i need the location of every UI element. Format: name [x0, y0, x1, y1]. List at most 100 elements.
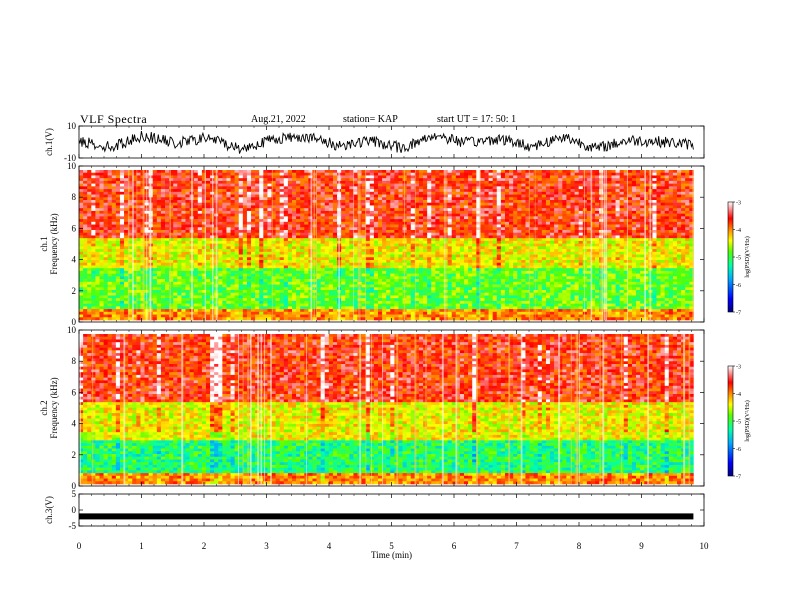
heatmap-cell	[439, 227, 443, 230]
heatmap-cell	[620, 249, 624, 252]
heatmap-cell	[489, 219, 493, 222]
heatmap-cell	[509, 170, 513, 173]
heatmap-cell	[374, 192, 378, 195]
heatmap-cell	[628, 214, 632, 217]
heatmap-cell	[185, 197, 189, 200]
heatmap-cell	[124, 170, 128, 173]
heatmap-cell	[640, 227, 644, 230]
heatmap-cell	[218, 255, 222, 258]
heatmap-cell	[276, 225, 280, 228]
heatmap-cell	[239, 173, 243, 176]
heatmap-cell	[673, 214, 677, 217]
heatmap-cell	[480, 244, 484, 247]
heatmap-cell	[255, 170, 259, 173]
heatmap-cell	[435, 241, 439, 244]
heatmap-cell	[165, 205, 169, 208]
heatmap-cell	[575, 178, 579, 181]
heatmap-cell	[374, 173, 378, 176]
heatmap-cell	[247, 197, 251, 200]
heatmap-cell	[378, 200, 382, 203]
heatmap-cell	[579, 225, 583, 228]
heatmap-cell	[538, 241, 542, 244]
heatmap-cell	[104, 222, 108, 225]
heatmap-cell	[370, 238, 374, 241]
heatmap-cell	[349, 249, 353, 252]
heatmap-cell	[435, 233, 439, 236]
heatmap-cell	[194, 214, 198, 217]
heatmap-cell	[661, 208, 665, 211]
heatmap-cell	[484, 238, 488, 241]
heatmap-cell	[628, 227, 632, 230]
heatmap-cell	[390, 233, 394, 236]
heatmap-cell	[83, 205, 87, 208]
heatmap-cell	[484, 192, 488, 195]
heatmap-cell	[562, 255, 566, 258]
heatmap-cell	[534, 178, 538, 181]
heatmap-cell	[108, 227, 112, 230]
heatmap-cell	[116, 233, 120, 236]
heatmap-cell	[431, 235, 435, 238]
heatmap-cell	[448, 238, 452, 241]
heatmap-cell	[157, 211, 161, 214]
heatmap-cell	[198, 241, 202, 244]
heatmap-cell	[489, 249, 493, 252]
heatmap-cell	[677, 195, 681, 198]
heatmap-cell	[124, 227, 128, 230]
heatmap-cell	[79, 175, 83, 178]
heatmap-cell	[317, 216, 321, 219]
heatmap-cell	[419, 186, 423, 189]
heatmap-cell	[284, 257, 288, 260]
heatmap-cell	[218, 211, 222, 214]
heatmap-cell	[370, 195, 374, 198]
heatmap-cell	[239, 211, 243, 214]
heatmap-cell	[317, 170, 321, 173]
heatmap-cell	[288, 222, 292, 225]
heatmap-cell	[546, 208, 550, 211]
heatmap-cell	[575, 255, 579, 258]
heatmap-cell	[398, 208, 402, 211]
heatmap-cell	[616, 205, 620, 208]
heatmap-cell	[542, 197, 546, 200]
heatmap-cell	[652, 211, 656, 214]
heatmap-cell	[575, 238, 579, 241]
heatmap-cell	[370, 200, 374, 203]
heatmap-cell	[472, 189, 476, 192]
heatmap-cell	[517, 230, 521, 233]
heatmap-cell	[468, 203, 472, 206]
heatmap-cell	[652, 235, 656, 238]
heatmap-cell	[345, 208, 349, 211]
heatmap-cell	[509, 233, 513, 236]
heatmap-cell	[398, 170, 402, 173]
heatmap-cell	[95, 225, 99, 228]
heatmap-cell	[104, 235, 108, 238]
heatmap-cell	[304, 175, 308, 178]
heatmap-cell	[611, 249, 615, 252]
heatmap-cell	[239, 189, 243, 192]
heatmap-cell	[173, 249, 177, 252]
heatmap-cell	[317, 238, 321, 241]
heatmap-cell	[530, 255, 534, 258]
heatmap-cell	[99, 227, 103, 230]
heatmap-cell	[407, 211, 411, 214]
heatmap-cell	[345, 203, 349, 206]
heatmap-cell	[452, 241, 456, 244]
heatmap-cell	[91, 252, 95, 255]
heatmap-cell	[157, 238, 161, 241]
heatmap-cell	[611, 195, 615, 198]
heatmap-cell	[427, 184, 431, 187]
heatmap-cell	[509, 252, 513, 255]
heatmap-cell	[489, 225, 493, 228]
heatmap-cell	[173, 238, 177, 241]
heatmap-cell	[349, 241, 353, 244]
heatmap-cell	[681, 178, 685, 181]
heatmap-cell	[235, 241, 239, 244]
heatmap-cell	[501, 222, 505, 225]
heatmap-cell	[194, 184, 198, 187]
heatmap-cell	[427, 233, 431, 236]
heatmap-cell	[243, 178, 247, 181]
heatmap-cell	[554, 246, 558, 249]
heatmap-cell	[325, 249, 329, 252]
heatmap-cell	[325, 255, 329, 258]
heatmap-cell	[288, 184, 292, 187]
heatmap-cell	[517, 241, 521, 244]
